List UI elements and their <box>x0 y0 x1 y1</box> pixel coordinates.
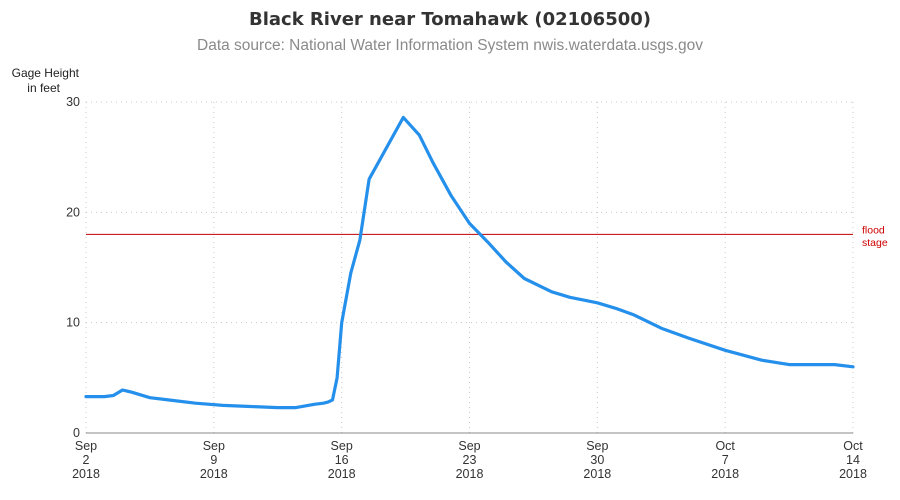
x-tick-label-2: Sep 16 2018 <box>328 439 356 481</box>
y-tick-labels: 0 10 20 30 <box>66 95 80 440</box>
x-tick-label-0-line-2: 2018 <box>72 467 100 481</box>
y-axis-label-line-1: Gage Height <box>12 66 80 80</box>
x-tick-label-5-line-1: 7 <box>722 453 729 467</box>
x-tick-label-1-line-1: 9 <box>210 453 217 467</box>
gage-height-line <box>84 115 855 410</box>
y-tick-label-0: 0 <box>73 426 80 440</box>
chart-title: Black River near Tomahawk (02106500) <box>249 9 651 30</box>
x-tick-label-5-line-0: Oct <box>715 439 735 453</box>
chart-subtitle: Data source: National Water Information … <box>197 37 703 54</box>
x-tick-label-5: Oct 7 2018 <box>711 439 739 481</box>
y-tick-label-30: 30 <box>66 95 80 109</box>
x-tick-label-3-line-2: 2018 <box>456 467 484 481</box>
x-tick-label-0: Sep 2 2018 <box>72 439 100 481</box>
x-tick-label-5-line-2: 2018 <box>711 467 739 481</box>
x-tick-label-4-line-1: 30 <box>590 453 604 467</box>
x-tick-label-0-line-0: Sep <box>75 439 97 453</box>
gage-height-series <box>84 115 855 410</box>
y-axis-label-line-2: in feet <box>27 81 60 95</box>
x-tick-label-2-line-0: Sep <box>331 439 353 453</box>
x-tick-label-6-line-1: 14 <box>846 453 860 467</box>
flood-stage-label: flood stage <box>862 224 888 249</box>
x-tick-label-1-line-2: 2018 <box>200 467 228 481</box>
x-tick-label-4-line-0: Sep <box>586 439 608 453</box>
x-tick-label-1-line-0: Sep <box>203 439 225 453</box>
flood-stage-label-line-0: flood <box>862 224 885 236</box>
y-tick-label-10: 10 <box>66 316 80 330</box>
flood-stage-label-line-1: stage <box>862 237 888 249</box>
x-tick-label-3-line-1: 23 <box>463 453 477 467</box>
x-tick-label-6-line-2: 2018 <box>839 467 867 481</box>
x-tick-label-6-line-0: Oct <box>843 439 863 453</box>
y-tick-label-20: 20 <box>66 205 80 219</box>
x-tick-label-0-line-1: 2 <box>83 453 90 467</box>
x-tick-label-3: Sep 23 2018 <box>456 439 484 481</box>
flood-stage-reference: flood stage <box>86 224 888 249</box>
x-tick-label-6: Oct 14 2018 <box>839 439 867 481</box>
x-tick-label-3-line-0: Sep <box>458 439 480 453</box>
gridlines <box>85 101 854 433</box>
x-tick-label-4-line-2: 2018 <box>583 467 611 481</box>
x-tick-label-4: Sep 30 2018 <box>583 439 611 481</box>
x-tick-label-2-line-2: 2018 <box>328 467 356 481</box>
x-tick-label-1: Sep 9 2018 <box>200 439 228 481</box>
x-tick-label-2-line-1: 16 <box>335 453 349 467</box>
